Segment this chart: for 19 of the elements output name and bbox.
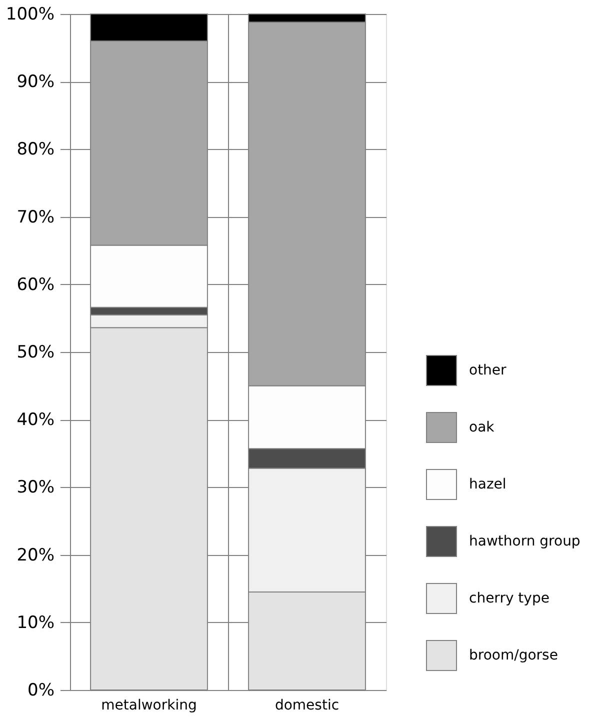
y-tick-label: 80% — [16, 140, 54, 160]
legend-label: cherry type — [469, 590, 550, 606]
y-tick-label: 100% — [6, 4, 54, 24]
y-tick-label: 40% — [16, 410, 54, 430]
y-tick-label: 70% — [16, 207, 54, 228]
y-tick-label: 50% — [16, 342, 54, 362]
y-tick-label: 10% — [16, 612, 54, 633]
legend-label: broom/gorse — [469, 648, 558, 664]
x-tick-label: domestic — [274, 698, 340, 714]
y-tick-label: 20% — [16, 545, 54, 566]
y-tick-label: 0% — [28, 680, 54, 700]
y-tick-label: 60% — [16, 274, 54, 295]
legend-label: hawthorn group — [469, 534, 580, 550]
legend-label: oak — [469, 420, 496, 436]
x-tick-label: metalworking — [101, 698, 197, 714]
y-tick-label: 30% — [16, 478, 54, 498]
y-tick-label: 90% — [16, 72, 54, 92]
legend-label: hazel — [469, 476, 506, 492]
legend-label: other — [469, 362, 507, 378]
